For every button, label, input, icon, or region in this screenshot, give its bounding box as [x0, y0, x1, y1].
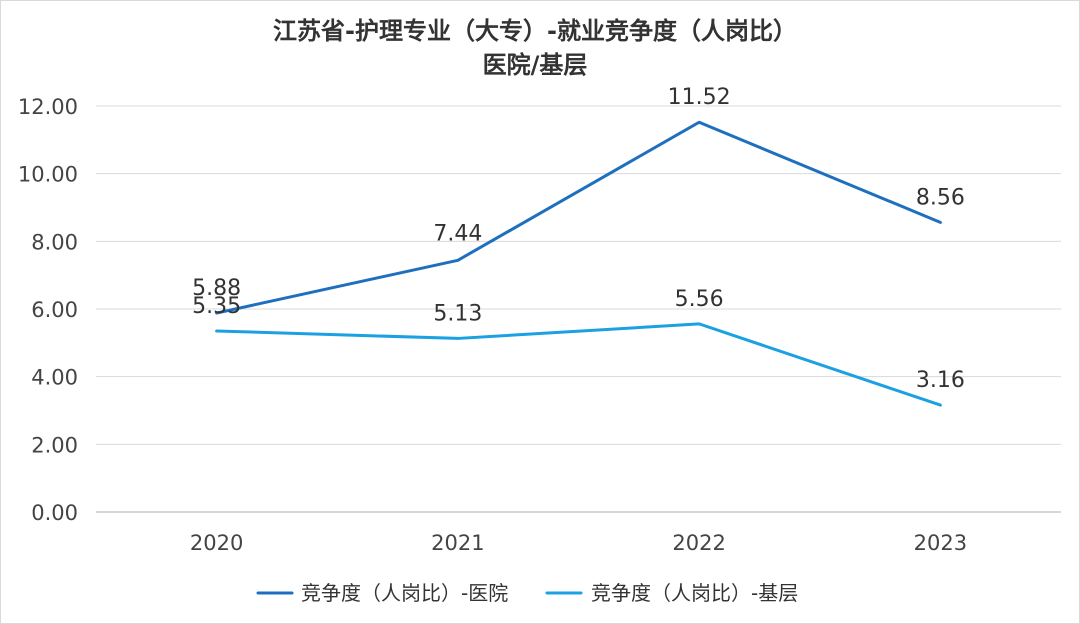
- grid-layer: [96, 105, 1061, 513]
- y-tick-label: 8.00: [31, 230, 78, 254]
- chart-title: 江苏省-护理专业（大专）-就业竞争度（人岗比）: [273, 17, 797, 45]
- x-tick-label: 2021: [431, 531, 484, 555]
- legend: 竞争度（人岗比）-医院 竞争度（人岗比）-基层: [256, 581, 798, 605]
- x-tick-label: 2022: [672, 531, 725, 555]
- y-tick-label: 10.00: [18, 163, 78, 187]
- axis-layer: 0.00 2.00 4.00 6.00 8.00 10.00 12.00 2020 2021 20…: [18, 95, 1061, 555]
- legend-label-hospital: 竞争度（人岗比）-医院: [301, 581, 508, 605]
- data-label-grassroots: 5.56: [675, 287, 724, 312]
- series-line-hospital: [215, 120, 942, 315]
- data-label-hospital: 11.52: [668, 85, 731, 110]
- y-tick-label: 6.00: [31, 298, 78, 322]
- data-label-grassroots: 3.16: [916, 368, 965, 393]
- x-tick-label: 2020: [190, 531, 243, 555]
- y-tick-label: 0.00: [31, 501, 78, 525]
- y-tick-label: 4.00: [31, 366, 78, 390]
- data-label-grassroots: 5.13: [433, 301, 482, 326]
- y-tick-label: 12.00: [18, 95, 78, 119]
- data-label-hospital: 5.88: [192, 276, 241, 301]
- data-label-hospital: 7.44: [433, 221, 482, 246]
- data-label-grassroots: 5.35: [192, 294, 241, 319]
- series-layer: [215, 120, 942, 407]
- x-tick-label: 2023: [914, 531, 967, 555]
- data-label-hospital: 8.56: [916, 185, 965, 210]
- chart-subtitle: 医院/基层: [483, 51, 588, 79]
- legend-label-grassroots: 竞争度（人岗比）-基层: [591, 581, 798, 605]
- series-line-grassroots: [215, 322, 942, 407]
- y-tick-label: 2.00: [31, 433, 78, 457]
- label-layer: 5.88 7.44 11.52 8.56 5.35 5.13 5.56 3.16: [192, 85, 965, 393]
